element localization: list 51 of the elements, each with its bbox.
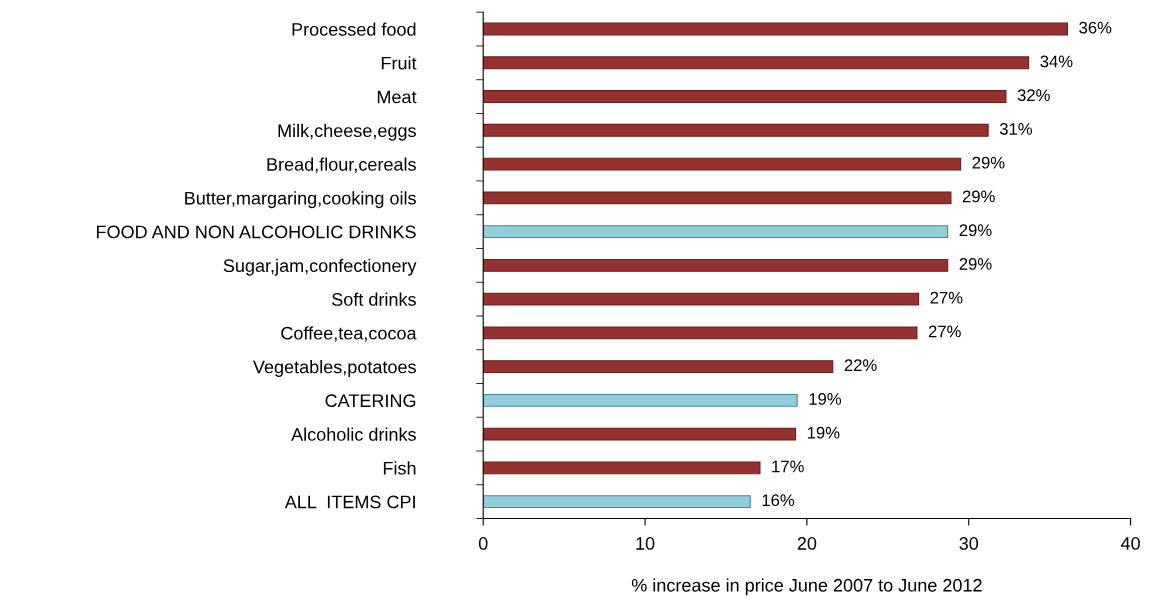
y-tick-label: Fish [383,461,416,475]
bar [483,157,962,171]
data-label: 27% [930,291,963,304]
y-tick-label: Processed food [292,22,416,36]
y-tick-label: Meat [377,90,417,104]
bar [483,360,834,374]
y-tick-label: Fruit [381,56,417,70]
y-tick-label: CATERING [325,394,416,408]
data-label: 29% [972,156,1005,169]
data-label: 36% [1079,21,1112,34]
bar [483,461,761,475]
bar [483,22,1069,36]
data-label: 29% [962,190,995,203]
bar [483,123,989,137]
y-tick-label: Alcoholic drinks [291,427,416,441]
y-tick-label: Bread,flour,cereals [267,157,416,173]
bar [483,292,920,306]
data-label: 29% [959,258,992,270]
y-tick-label: ALL ITEMS CPI [284,495,415,509]
y-tick-label: FOOD AND NON ALCOHOLIC DRINKS [96,225,416,239]
data-label: 16% [762,494,795,507]
data-label: 29% [959,224,992,237]
data-label: 32% [1017,89,1050,102]
y-tick-label: Milk,cheese,eggs [278,123,416,141]
bar [483,427,797,441]
data-label: 17% [772,460,804,473]
bar [483,393,798,407]
data-label: 31% [999,123,1033,135]
bar [483,258,949,272]
x-tick-label: 0 [478,537,488,550]
y-tick-label: Soft drinks [332,292,416,306]
data-label: 19% [809,393,842,405]
x-tick-label: 10 [636,537,655,550]
x-tick-label: 30 [959,537,979,550]
x-tick-label: 20 [797,537,817,550]
y-tick-label: Coffee,tea,cocoa [281,326,417,342]
y-tick-label: Sugar,jam,confectionery [223,258,417,276]
data-label: 22% [844,359,877,372]
x-axis-title: % increase in price June 2007 to June 2012 [631,578,982,596]
bar [483,191,952,205]
bar [483,56,1030,70]
bar [483,225,949,239]
y-tick-label: Vegetables,potatoes [252,360,416,377]
bar [483,326,918,340]
bar [483,90,1007,104]
x-tick-label: 40 [1120,537,1140,550]
data-label: 34% [1040,55,1073,68]
bar [483,495,751,509]
y-tick-label: Butter,margaring,cooking oils [185,191,416,209]
data-label: 19% [807,426,840,439]
data-label: 27% [928,325,961,338]
